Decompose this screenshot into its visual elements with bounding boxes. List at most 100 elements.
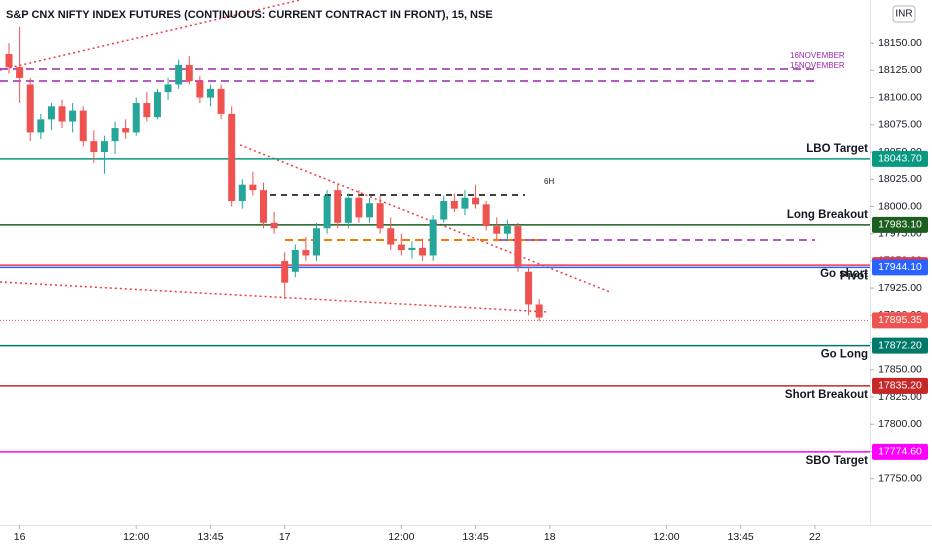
y-tick-label: 18025.00 xyxy=(878,173,922,185)
candle-body xyxy=(408,247,416,251)
x-tick-label: 13:45 xyxy=(462,531,488,543)
candle-body xyxy=(429,219,437,256)
x-tick-label: 13:45 xyxy=(727,531,753,543)
candle-body xyxy=(26,84,34,133)
level-name: Go Long xyxy=(821,349,868,361)
level-name: Long Breakout xyxy=(787,209,868,221)
candle-body xyxy=(302,250,310,256)
y-tick-label: 18125.00 xyxy=(878,64,922,76)
candle-body xyxy=(291,250,299,272)
y-tick-label: 18000.00 xyxy=(878,200,922,212)
candle-body xyxy=(228,113,236,202)
candle-body xyxy=(206,88,214,98)
candle-body xyxy=(493,226,501,234)
level-value-label-box xyxy=(872,150,928,167)
candle-body xyxy=(525,271,533,305)
level-value-label: 17944.10 xyxy=(878,261,922,273)
y-tick-label: 17850.00 xyxy=(878,364,922,376)
candle-body xyxy=(196,81,204,98)
y-tick-label: 17800.00 xyxy=(878,418,922,430)
candle-body xyxy=(323,195,331,229)
y-tick-label: 18150.00 xyxy=(878,37,922,49)
candle-body xyxy=(217,88,225,114)
y-tick-label: 18075.00 xyxy=(878,119,922,131)
candle-body xyxy=(58,106,66,122)
level-value-label-box xyxy=(872,216,928,233)
candle-body xyxy=(143,103,151,118)
y-tick-label: 18100.00 xyxy=(878,91,922,103)
x-tick-label: 16 xyxy=(14,531,26,543)
x-tick-label: 12:00 xyxy=(388,531,414,543)
candle-body xyxy=(69,110,77,122)
candle-body xyxy=(387,228,395,245)
candle-body xyxy=(461,197,469,209)
level-value-label: 17983.10 xyxy=(878,219,922,231)
x-tick-label: 12:00 xyxy=(653,531,679,543)
currency-badge xyxy=(892,5,916,23)
level-value-label: 18043.70 xyxy=(878,153,922,165)
level-value-label-box xyxy=(872,259,928,276)
candle-body xyxy=(334,190,342,223)
candle-body xyxy=(111,128,119,142)
candle-body xyxy=(366,203,374,218)
candle-body xyxy=(5,54,13,68)
y-tick-label: 17750.00 xyxy=(878,472,922,484)
trend-line xyxy=(0,0,301,71)
candle-body xyxy=(376,203,384,229)
candle-body xyxy=(249,184,257,191)
x-tick-label: 12:00 xyxy=(123,531,149,543)
candle-body xyxy=(281,260,289,283)
candle-body xyxy=(313,228,321,256)
candle-body xyxy=(122,128,130,133)
candle-body xyxy=(175,64,183,85)
chart-title: S&P CNX NIFTY INDEX FUTURES (CONTINUOUS:… xyxy=(6,9,493,21)
candle-body xyxy=(16,67,24,78)
candle-body xyxy=(164,84,172,93)
last-price-label: 17895.35 xyxy=(878,314,922,326)
level-name: Short Breakout xyxy=(785,389,868,401)
last-price-label-box xyxy=(872,312,928,329)
level-value-label: 17835.20 xyxy=(878,380,922,392)
candle-body xyxy=(355,197,363,218)
currency: INR xyxy=(895,9,912,20)
note: 6H xyxy=(544,177,554,186)
candle-body xyxy=(270,222,278,229)
candle-body xyxy=(79,110,87,142)
candle-body xyxy=(344,197,352,223)
candle-body xyxy=(514,226,522,267)
candle-body xyxy=(535,304,543,318)
candle-body xyxy=(397,244,405,251)
level-name: Go short xyxy=(820,268,868,280)
x-tick-label: 18 xyxy=(544,531,556,543)
note: 15NOVEMBER xyxy=(790,61,845,70)
candle-body xyxy=(472,197,480,205)
candle-body xyxy=(440,201,448,220)
x-tick-label: 17 xyxy=(279,531,291,543)
candle-body xyxy=(185,64,193,82)
x-tick-label: 22 xyxy=(809,531,821,543)
candle-body xyxy=(419,247,427,256)
candle-body xyxy=(47,106,55,120)
candle-body xyxy=(503,226,511,234)
level-value-label: 17774.60 xyxy=(878,446,922,458)
candle-body xyxy=(259,190,267,223)
x-tick-label: 13:45 xyxy=(197,531,223,543)
trend-line xyxy=(0,281,549,313)
candle-body xyxy=(132,103,140,133)
level-name: Pivot xyxy=(840,270,868,282)
candle-body xyxy=(153,92,161,118)
level-value-label-box xyxy=(872,443,928,460)
candle-body xyxy=(482,204,490,227)
level-value-label: 17872.20 xyxy=(878,339,922,351)
candle-body xyxy=(238,184,246,202)
level-name: LBO Target xyxy=(806,143,868,155)
candle-body xyxy=(100,141,108,153)
candle-body xyxy=(450,201,458,209)
level-value-label-box xyxy=(872,377,928,394)
y-tick-label: 17925.00 xyxy=(878,282,922,294)
candle-body xyxy=(90,141,98,153)
level-name: SBO Target xyxy=(806,455,869,467)
candle-body xyxy=(37,119,45,133)
